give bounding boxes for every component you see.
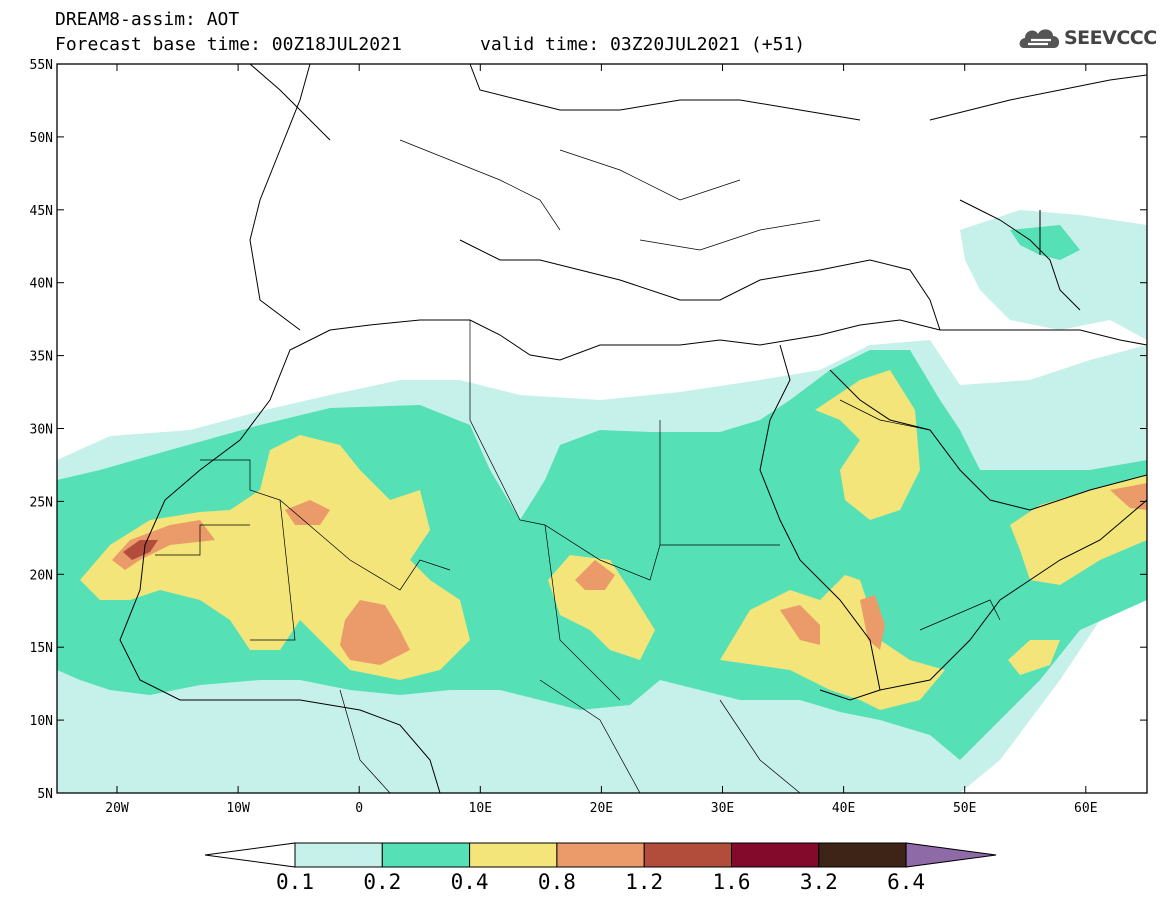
colorbar-arrow-right xyxy=(905,842,997,868)
lat-label: 35N xyxy=(30,350,53,365)
colorbar-label: 0.1 xyxy=(276,870,314,894)
forecast-base-time: Forecast base time: 00Z18JUL2021 xyxy=(55,34,402,55)
lat-label: 45N xyxy=(30,204,53,219)
colorbar-segment xyxy=(469,842,558,868)
colorbar-label: 0.4 xyxy=(451,870,489,894)
colorbar-label: 1.6 xyxy=(713,870,751,894)
lat-label: 10N xyxy=(30,714,53,729)
lat-label: 55N xyxy=(30,58,53,73)
country-borders xyxy=(155,139,1001,793)
cloud-logo-icon xyxy=(1019,29,1060,48)
lat-label: 5N xyxy=(37,787,53,802)
coastlines xyxy=(119,64,1147,793)
lat-label: 50N xyxy=(30,131,53,146)
lon-label: 40E xyxy=(832,801,855,816)
lon-label: 60E xyxy=(1074,801,1097,816)
lon-label: 0 xyxy=(355,801,363,816)
colorbar: 0.1 0.2 0.4 0.8 1.2 1.6 3.2 6.4 xyxy=(204,842,997,894)
colorbar-segment xyxy=(731,842,820,868)
lon-label: 10E xyxy=(469,801,492,816)
lat-label: 40N xyxy=(30,277,53,292)
map-title: DREAM8-assim: AOT xyxy=(55,9,240,30)
colorbar-label: 0.2 xyxy=(363,870,401,894)
aot-contour-1.2 xyxy=(123,540,158,560)
aot-contour-0.8 xyxy=(112,520,215,570)
valid-time: valid time: 03Z20JUL2021 (+51) xyxy=(480,34,806,55)
lon-label: 10W xyxy=(226,801,250,816)
lon-label: 20W xyxy=(105,801,129,816)
lon-label: 30E xyxy=(711,801,734,816)
colorbar-segment xyxy=(381,842,471,868)
lat-label: 25N xyxy=(30,495,53,510)
axis-ticks xyxy=(57,63,1147,794)
aot-contour-fill xyxy=(57,64,1147,793)
lat-label: 30N xyxy=(30,423,53,438)
colorbar-segment xyxy=(818,842,907,868)
logo-text: SEEVCCC xyxy=(1064,27,1157,49)
lon-label: 50E xyxy=(953,801,976,816)
colorbar-segment xyxy=(294,842,383,868)
colorbar-label: 0.8 xyxy=(538,870,576,894)
colorbar-label: 3.2 xyxy=(800,870,838,894)
colorbar-label: 1.2 xyxy=(625,870,663,894)
colorbar-arrow-left xyxy=(204,842,296,868)
lon-label: 20E xyxy=(590,801,613,816)
colorbar-segment xyxy=(643,842,733,868)
axis-labels: 55N 50N 45N 40N 35N 30N 25N 20N 15N 10N 5N 20W 10W 0 1… xyxy=(30,58,1098,816)
seevccc-logo: SEEVCCC xyxy=(1018,24,1157,52)
colorbar-label: 6.4 xyxy=(887,870,925,894)
lat-label: 15N xyxy=(30,641,53,656)
colorbar-segment xyxy=(556,842,645,868)
lat-label: 20N xyxy=(30,568,53,583)
